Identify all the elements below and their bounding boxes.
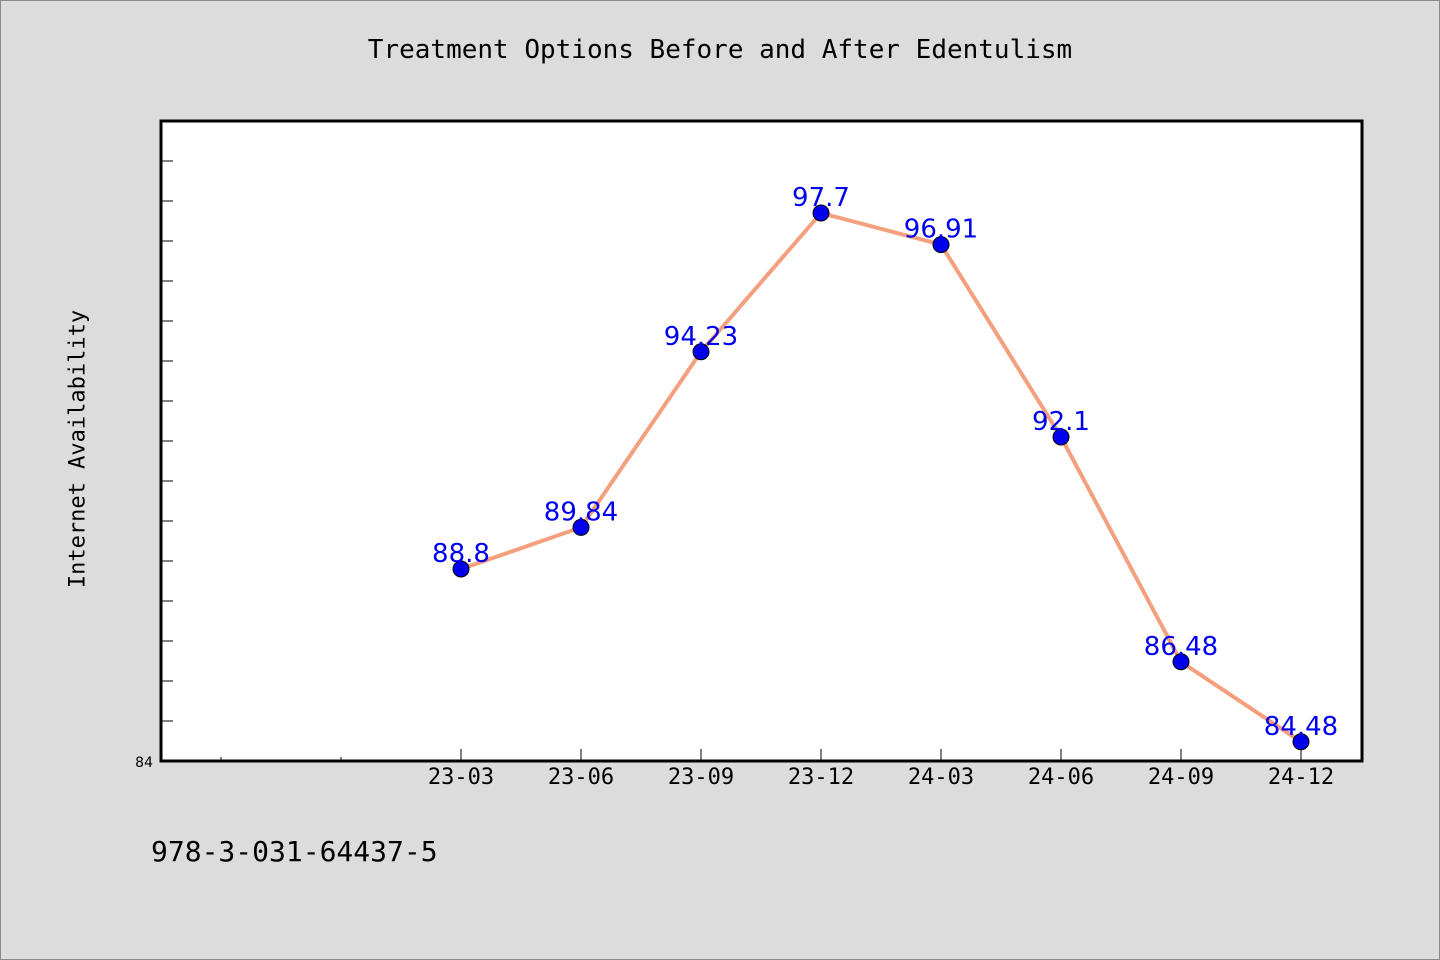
x-tick-label: 23-03 <box>428 765 494 790</box>
chart-title: Treatment Options Before and After Edent… <box>367 35 1073 65</box>
data-label: 88.8 <box>432 539 490 569</box>
data-label: 86.48 <box>1144 632 1218 662</box>
x-tick-label: 24-12 <box>1268 765 1334 790</box>
data-label: 89.84 <box>544 497 618 527</box>
data-point <box>812 204 830 222</box>
y-axis-ticks: 84 <box>135 160 173 771</box>
data-point <box>452 560 470 578</box>
data-label: 94.23 <box>664 322 738 352</box>
y-tick-label: 84 <box>135 755 153 771</box>
x-tick-label: 24-06 <box>1028 765 1094 790</box>
data-label: 96.91 <box>904 215 978 245</box>
x-tick-label: 23-12 <box>788 765 854 790</box>
data-point <box>1052 428 1070 446</box>
x-tick-label: 23-06 <box>548 765 614 790</box>
series-group: 88.8 89.84 94.23 97.7 96.91 92.1 86.48 84.48 <box>432 183 1338 751</box>
x-tick-label: 23-09 <box>668 765 734 790</box>
isbn-footnote: 978-3-031-64437-5 <box>151 835 438 868</box>
data-label: 97.7 <box>792 183 850 213</box>
data-label: 92.1 <box>1032 407 1090 437</box>
data-point <box>572 518 590 536</box>
data-point <box>1172 653 1190 671</box>
plot-area <box>159 119 1364 763</box>
x-tick-label: 24-03 <box>908 765 974 790</box>
x-axis-ticks: 23-03 23-06 23-09 23-12 24-03 24-06 24-09 24-12 <box>220 749 1334 790</box>
series-line <box>460 211 1303 744</box>
data-point <box>932 236 950 254</box>
data-label: 84.48 <box>1264 712 1338 742</box>
x-tick-label: 24-09 <box>1148 765 1214 790</box>
data-point <box>692 343 710 361</box>
data-point <box>1292 733 1310 751</box>
